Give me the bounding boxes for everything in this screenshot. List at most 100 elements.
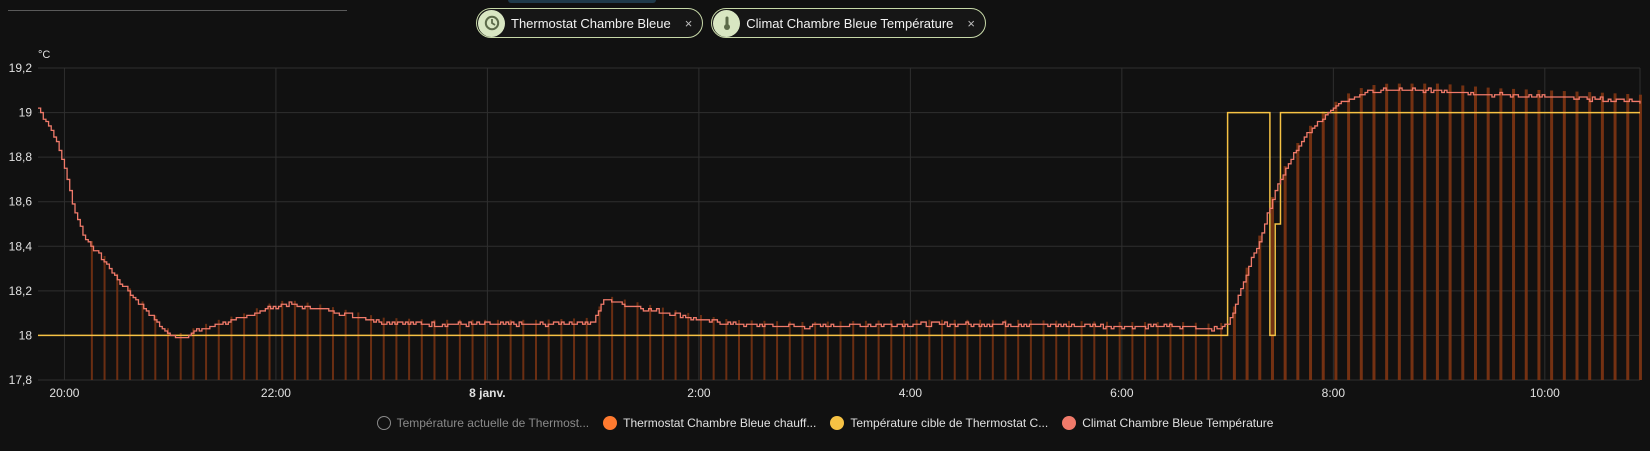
entity-chips: Thermostat Chambre Bleue × Climat Chambr… xyxy=(476,8,987,38)
y-axis-unit: °C xyxy=(38,49,50,61)
heating-bar xyxy=(179,332,182,380)
heating-bar xyxy=(344,309,347,380)
heating-bar xyxy=(408,318,411,380)
heating-bar xyxy=(623,299,626,380)
heating-bar xyxy=(953,319,956,380)
legend-item-target-temperature[interactable]: Température cible de Thermostat C... xyxy=(830,416,1048,430)
heating-bar xyxy=(1296,143,1300,380)
heating-bar xyxy=(1550,90,1554,380)
heating-bar xyxy=(1537,89,1541,380)
heating-bar xyxy=(1283,166,1287,380)
heating-bar xyxy=(103,255,106,380)
series-line-climat-temperature xyxy=(38,87,1641,339)
y-tick-label: 19,2 xyxy=(9,61,33,75)
heating-bar xyxy=(205,323,208,380)
legend-swatch xyxy=(830,416,845,430)
series-line-target-temperature xyxy=(38,111,1640,337)
heating-bar xyxy=(1194,322,1197,380)
heating-bar xyxy=(852,321,855,380)
heating-bar xyxy=(1067,320,1070,380)
heating-bar xyxy=(90,241,93,380)
legend-item-actual-temperature[interactable]: Température actuelle de Thermost... xyxy=(376,416,590,430)
close-icon[interactable]: × xyxy=(967,15,976,31)
heating-bar xyxy=(1410,83,1414,380)
heating-bar xyxy=(890,320,893,380)
heating-bar xyxy=(141,301,144,380)
heating-bar xyxy=(458,319,461,380)
heating-bar xyxy=(319,304,322,380)
heating-bar xyxy=(446,319,449,380)
heating-bar xyxy=(1473,86,1477,380)
heating-bar xyxy=(522,319,525,380)
thermometer-icon xyxy=(713,9,741,37)
heating-bar xyxy=(1359,88,1363,381)
heating-bar xyxy=(154,315,157,380)
history-chart[interactable]: 19,2 19 18,8 18,6 18,4 18,2 18 17,8 °C 20:00 22:00… xyxy=(0,0,1650,410)
heating-bar xyxy=(801,321,804,380)
heating-bar xyxy=(902,319,905,380)
heating-bar xyxy=(598,306,601,380)
heating-bar xyxy=(1600,92,1604,380)
heating-bar xyxy=(1575,91,1579,381)
heating-bar xyxy=(357,312,360,380)
chip-climat-temperature[interactable]: Climat Chambre Bleue Température × xyxy=(711,8,987,38)
heating-bar xyxy=(281,300,284,380)
y-tick-label: 18,2 xyxy=(9,284,33,298)
heating-bar xyxy=(1055,320,1058,380)
heating-bar xyxy=(1207,323,1210,380)
heating-bar xyxy=(649,304,652,380)
heating-bar xyxy=(496,319,499,380)
legend-swatch xyxy=(1062,416,1077,430)
heating-bar xyxy=(116,273,119,380)
heating-bar xyxy=(1613,93,1617,380)
heating-bar xyxy=(1118,321,1121,380)
x-tick-label: 6:00 xyxy=(1110,386,1134,400)
x-tick-label: 22:00 xyxy=(261,386,291,400)
close-icon[interactable]: × xyxy=(684,15,693,31)
y-tick-label: 19 xyxy=(19,106,33,120)
heating-bar xyxy=(1093,321,1096,380)
heating-bar xyxy=(1321,111,1325,380)
heating-bar xyxy=(1638,94,1642,381)
y-tick-label: 18,4 xyxy=(9,239,33,253)
heating-bar xyxy=(1144,322,1147,380)
heating-bar xyxy=(636,302,639,380)
heating-bar xyxy=(1156,322,1159,380)
chip-thermostat[interactable]: Thermostat Chambre Bleue × xyxy=(476,8,704,38)
heating-bar xyxy=(699,314,702,380)
heating-bar xyxy=(991,319,994,380)
heating-bar xyxy=(1258,235,1262,380)
heating-bar xyxy=(738,320,741,380)
heating-bar xyxy=(1334,101,1338,381)
heating-bar xyxy=(560,318,563,380)
heating-bar xyxy=(750,320,753,380)
heating-bar xyxy=(979,319,982,380)
heating-bar xyxy=(776,321,779,380)
x-tick-label: 2:00 xyxy=(687,386,711,400)
heating-bar xyxy=(1029,320,1032,380)
heating-bar xyxy=(966,319,969,380)
heating-bar xyxy=(509,319,512,380)
legend-item-climat-temperature[interactable]: Climat Chambre Bleue Température xyxy=(1062,416,1273,430)
legend-label: Thermostat Chambre Bleue chauff... xyxy=(623,416,817,430)
x-tick-label: 20:00 xyxy=(49,386,79,400)
heating-bar xyxy=(1169,322,1172,380)
heating-bar xyxy=(217,319,220,380)
heating-bar xyxy=(1270,196,1274,380)
heating-bar xyxy=(1448,84,1452,380)
heating-bar xyxy=(268,303,271,380)
heating-bar xyxy=(255,308,258,380)
heating-bar xyxy=(1004,319,1007,380)
heating-bar xyxy=(471,319,474,380)
heating-bar xyxy=(230,316,233,380)
heating-bar xyxy=(1347,93,1351,381)
heating-bar xyxy=(1626,94,1630,381)
heating-bar xyxy=(661,307,664,380)
heating-bar xyxy=(1232,306,1236,380)
heating-bar xyxy=(1562,91,1566,380)
y-tick-label: 18 xyxy=(19,328,33,342)
legend-label: Température actuelle de Thermost... xyxy=(396,416,590,430)
heating-bar xyxy=(1461,85,1465,381)
legend-swatch xyxy=(376,416,391,430)
legend-item-heating[interactable]: Thermostat Chambre Bleue chauff... xyxy=(603,416,816,430)
